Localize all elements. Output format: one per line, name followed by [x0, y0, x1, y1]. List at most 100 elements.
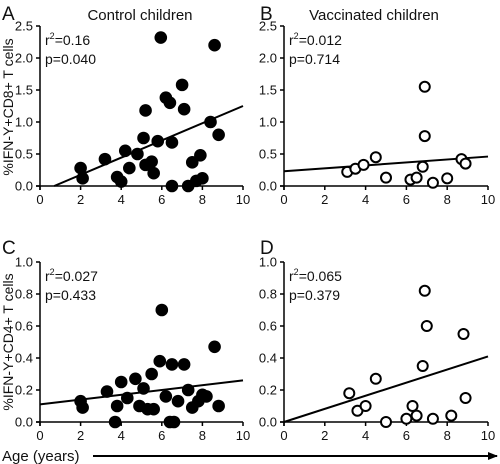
data-point: [420, 320, 433, 332]
regression-line: [283, 355, 489, 423]
data-point: [177, 358, 191, 371]
data-point: [212, 128, 225, 142]
x-tick-label: 6: [403, 428, 410, 443]
y-tick-label: 1.0: [259, 115, 277, 130]
data-point: [114, 375, 128, 389]
panel-title: Vaccinated children: [309, 7, 439, 24]
r-squared-label: r2=0.027: [45, 267, 98, 284]
data-point: [110, 399, 124, 413]
data-point: [369, 372, 382, 385]
panel-letter: D: [260, 238, 274, 259]
x-tick-label: 2: [321, 192, 328, 207]
x-tick-label: 10: [236, 428, 250, 443]
x-tick-label: 6: [158, 428, 165, 443]
data-point: [380, 416, 392, 428]
x-tick-label: 10: [481, 192, 495, 207]
data-point: [76, 401, 89, 414]
x-tick-label: 6: [158, 192, 165, 207]
data-point: [118, 144, 132, 158]
data-point: [129, 372, 142, 386]
p-value-label: p=0.040: [45, 51, 96, 67]
data-point: [441, 172, 454, 185]
y-tick-label: 0.0: [15, 179, 33, 194]
data-point: [208, 340, 221, 354]
data-point: [137, 382, 150, 395]
y-tick-label: 1.0: [15, 255, 33, 270]
data-point: [163, 96, 177, 110]
data-point: [343, 387, 356, 400]
y-tick-label: 2.0: [15, 51, 33, 66]
y-tick-label: 0.6: [15, 319, 33, 334]
p-value-label: p=0.714: [289, 51, 340, 67]
regression-line: [283, 155, 489, 173]
y-tick-label: 0.2: [15, 383, 33, 398]
panel-d: D 0 2 4 6 8 10 0.0 0.2 0.4 0.6 0.8 1.0 r2=0.065 p=0.37…: [259, 238, 495, 443]
panel-letter: B: [260, 4, 273, 25]
x-tick-label: 10: [481, 428, 495, 443]
data-point: [154, 31, 168, 44]
data-point: [185, 156, 199, 169]
y-tick-label: 1.5: [15, 83, 33, 98]
data-point: [137, 131, 150, 145]
y-tick-label: 0.0: [259, 415, 277, 430]
x-tick-label: 0: [280, 428, 287, 443]
y-tick-label: 0.0: [15, 415, 33, 430]
data-point: [153, 354, 167, 368]
data-point: [357, 158, 370, 171]
y-tick-label: 0.0: [259, 179, 277, 194]
data-point: [418, 80, 431, 93]
panel-letter: C: [2, 238, 16, 259]
y-axis-label: %IFN-Y+CD8+ T cells: [0, 38, 16, 175]
x-tick-label: 8: [199, 192, 206, 207]
data-point: [208, 38, 221, 52]
x-tick-label: 8: [199, 428, 206, 443]
data-point: [416, 160, 429, 173]
y-tick-label: 0.8: [15, 287, 33, 302]
y-tick-label: 0.4: [259, 351, 277, 366]
data-point: [74, 161, 87, 175]
x-tick-label: 4: [362, 192, 369, 207]
data-point: [369, 151, 382, 164]
y-axis-label: %IFN-Y+CD4+ T cells: [0, 273, 16, 410]
y-tick-label: 0.6: [259, 319, 277, 334]
data-point: [196, 172, 209, 185]
data-point: [98, 152, 112, 166]
x-tick-label: 2: [77, 428, 84, 443]
data-point: [416, 360, 429, 372]
data-point: [165, 179, 179, 193]
data-point: [171, 394, 185, 408]
data-point: [145, 367, 158, 381]
data-point: [159, 390, 173, 403]
data-point: [167, 415, 181, 429]
y-tick-label: 1.0: [15, 115, 33, 130]
data-point: [108, 415, 122, 429]
data-point: [151, 134, 165, 148]
r-squared-label: r2=0.065: [289, 267, 342, 284]
data-point: [139, 104, 152, 117]
y-tick-label: 0.4: [15, 351, 33, 366]
x-tick-label: 0: [36, 428, 43, 443]
x-axis-label: Age (years): [2, 448, 80, 464]
y-tick-label: 1.5: [259, 83, 277, 98]
data-point: [120, 391, 134, 405]
panel-b: B Vaccinated children 0 2 4 6 8 10 0.0 0.5 1.0 1.5 2…: [259, 4, 495, 207]
panel-letter: A: [2, 4, 15, 25]
data-point: [147, 166, 160, 180]
data-point: [204, 115, 217, 129]
panel-c: C %IFN-Y+CD4+ T cells 0 2 4 6 8 10 0.0 0.2 0.4 0.6 0…: [0, 238, 250, 443]
data-point: [155, 303, 169, 317]
y-tick-label: 2.5: [15, 19, 33, 34]
r-squared-label: r2=0.16: [45, 31, 90, 48]
data-point: [426, 412, 439, 425]
data-point: [194, 148, 207, 162]
data-point: [123, 161, 136, 175]
x-tick-label: 4: [362, 428, 369, 443]
y-tick-label: 2.5: [259, 19, 277, 34]
data-point: [445, 409, 458, 422]
data-point: [177, 102, 191, 116]
data-point: [426, 176, 439, 189]
data-point: [410, 171, 423, 184]
y-tick-label: 1.0: [259, 255, 277, 270]
data-point: [145, 155, 158, 168]
